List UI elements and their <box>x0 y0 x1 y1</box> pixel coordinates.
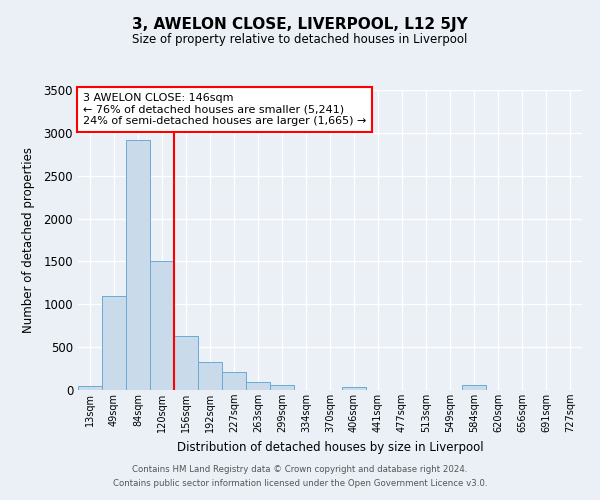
Bar <box>222 372 246 390</box>
Text: 3, AWELON CLOSE, LIVERPOOL, L12 5JY: 3, AWELON CLOSE, LIVERPOOL, L12 5JY <box>132 18 468 32</box>
Bar <box>270 386 294 390</box>
Bar <box>174 336 198 390</box>
Text: 3 AWELON CLOSE: 146sqm
← 76% of detached houses are smaller (5,241)
24% of semi-: 3 AWELON CLOSE: 146sqm ← 76% of detached… <box>83 93 367 126</box>
Bar <box>462 386 486 390</box>
Bar <box>342 388 366 390</box>
Bar <box>150 260 174 390</box>
Bar <box>102 296 126 390</box>
Y-axis label: Number of detached properties: Number of detached properties <box>22 147 35 333</box>
Text: Size of property relative to detached houses in Liverpool: Size of property relative to detached ho… <box>133 32 467 46</box>
Bar <box>198 362 222 390</box>
Text: Contains HM Land Registry data © Crown copyright and database right 2024.
Contai: Contains HM Land Registry data © Crown c… <box>113 466 487 487</box>
Bar <box>126 140 150 390</box>
Bar <box>78 386 102 390</box>
X-axis label: Distribution of detached houses by size in Liverpool: Distribution of detached houses by size … <box>176 440 484 454</box>
Bar <box>246 382 270 390</box>
